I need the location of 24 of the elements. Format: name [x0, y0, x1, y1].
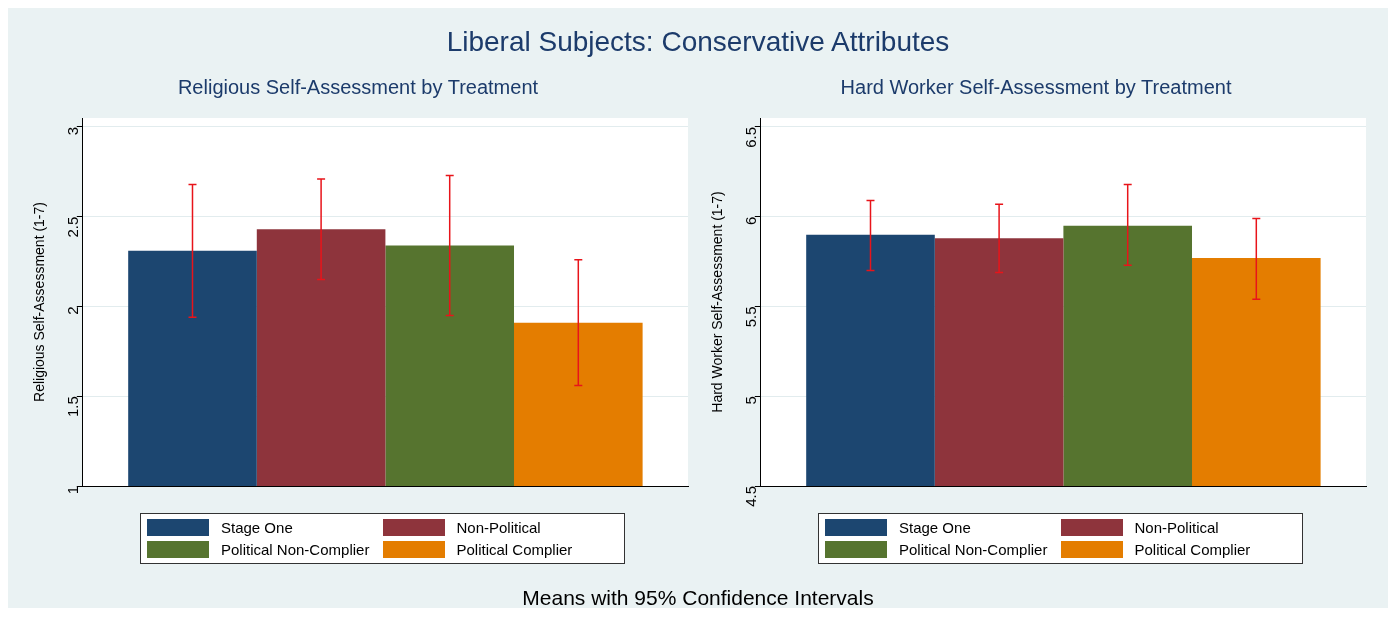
legend-label: Political Non-Complier	[221, 541, 370, 558]
y-axis-title: Religious Self-Assessment (1-7)	[31, 202, 48, 402]
y-tick-label: 5.5	[741, 306, 759, 328]
legend-label: Political Complier	[1134, 541, 1251, 558]
y-tick-label: 5	[741, 396, 759, 405]
y-axis-title: Hard Worker Self-Assessment (1-7)	[709, 191, 726, 413]
y-tick-label: 2.5	[63, 216, 81, 238]
text: Liberal Subjects: Conservative Attributes	[445, 26, 951, 58]
y-tick-label: 6.5	[741, 126, 759, 148]
text: Means with 95% Confidence Intervals	[521, 586, 875, 610]
y-tick-label: 1.5	[63, 396, 81, 418]
y-tick-label: 1	[63, 486, 81, 495]
chart-title: Hard Worker Self-Assessment by Treatment	[840, 75, 1232, 98]
y-tick-label: 2	[63, 306, 81, 315]
legend-label: Political Non-Complier	[899, 541, 1048, 558]
y-tick-label: 6	[741, 216, 759, 226]
legend-label: Stage One	[899, 519, 971, 536]
legend-label: Political Complier	[456, 541, 573, 558]
legend-label: Non-Political	[456, 519, 541, 536]
legend-label: Non-Political	[1134, 519, 1219, 536]
y-tick-label: 4.5	[741, 486, 759, 507]
legend-label: Stage One	[221, 519, 293, 536]
chart-title: Religious Self-Assessment by Treatment	[177, 75, 539, 98]
y-tick-label: 3	[63, 126, 81, 136]
